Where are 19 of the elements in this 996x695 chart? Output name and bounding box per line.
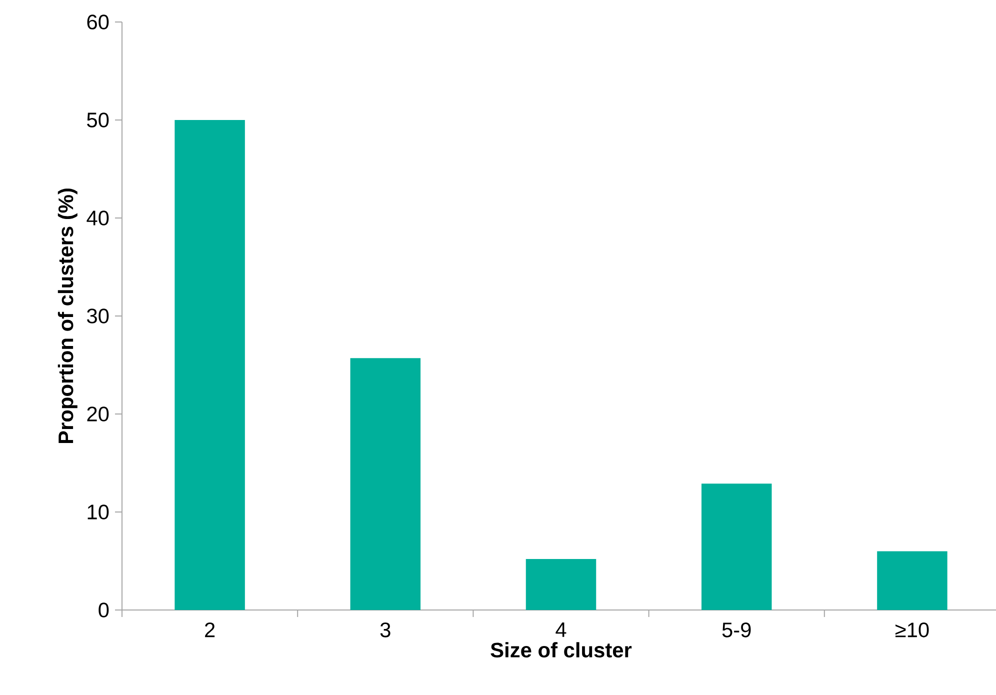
y-tick-label: 50 [87,112,109,128]
y-tick-label: 20 [87,406,109,422]
y-tick-label: 40 [86,210,109,226]
bar [526,559,596,610]
y-tick-label: 10 [88,504,109,520]
bar [877,551,948,610]
bar [350,358,421,610]
x-tick-label: 4 [556,622,566,637]
y-tick-label: 60 [87,14,109,30]
x-tick-label: 5-9 [722,622,751,638]
x-tick-label: 3 [380,622,390,638]
x-axis-title: Size of cluster [490,642,632,658]
bar [701,484,772,610]
x-tick-label: 2 [205,622,215,638]
y-axis-title: Proportion of clusters (%) [58,188,78,444]
x-tick-label: ≥10 [895,622,929,638]
bar [174,120,245,610]
y-tick-label: 30 [87,308,109,324]
y-tick-label: 0 [98,602,109,618]
